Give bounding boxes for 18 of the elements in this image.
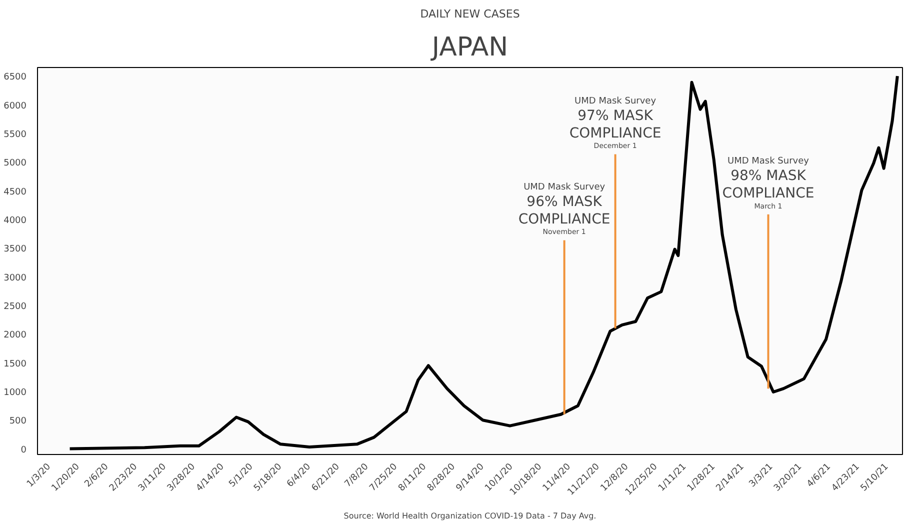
- y-tick-label: 1000: [4, 388, 27, 398]
- source-note: Source: World Health Organization COVID-19 Data - 7 Day Avg.: [344, 512, 596, 520]
- y-tick-label: 2500: [4, 302, 27, 312]
- y-tick-label: 6500: [4, 72, 27, 83]
- y-tick-label: 5000: [4, 158, 27, 169]
- y-tick-label: 2000: [4, 330, 27, 341]
- chart-subtitle: DAILY NEW CASES: [420, 8, 520, 20]
- chart-title: JAPAN: [430, 32, 508, 62]
- y-tick-label: 1500: [4, 359, 27, 370]
- y-tick-label: 5500: [4, 130, 27, 140]
- y-tick-label: 4000: [4, 216, 27, 226]
- line-series: [68, 74, 899, 450]
- y-tick-label: 3500: [4, 244, 27, 255]
- y-tick-label: 6000: [4, 101, 27, 112]
- y-tick-label: 0: [20, 445, 27, 456]
- y-tick-label: 4500: [4, 187, 27, 198]
- y-tick-label: 3000: [4, 273, 27, 284]
- y-tick-label: 500: [9, 416, 27, 427]
